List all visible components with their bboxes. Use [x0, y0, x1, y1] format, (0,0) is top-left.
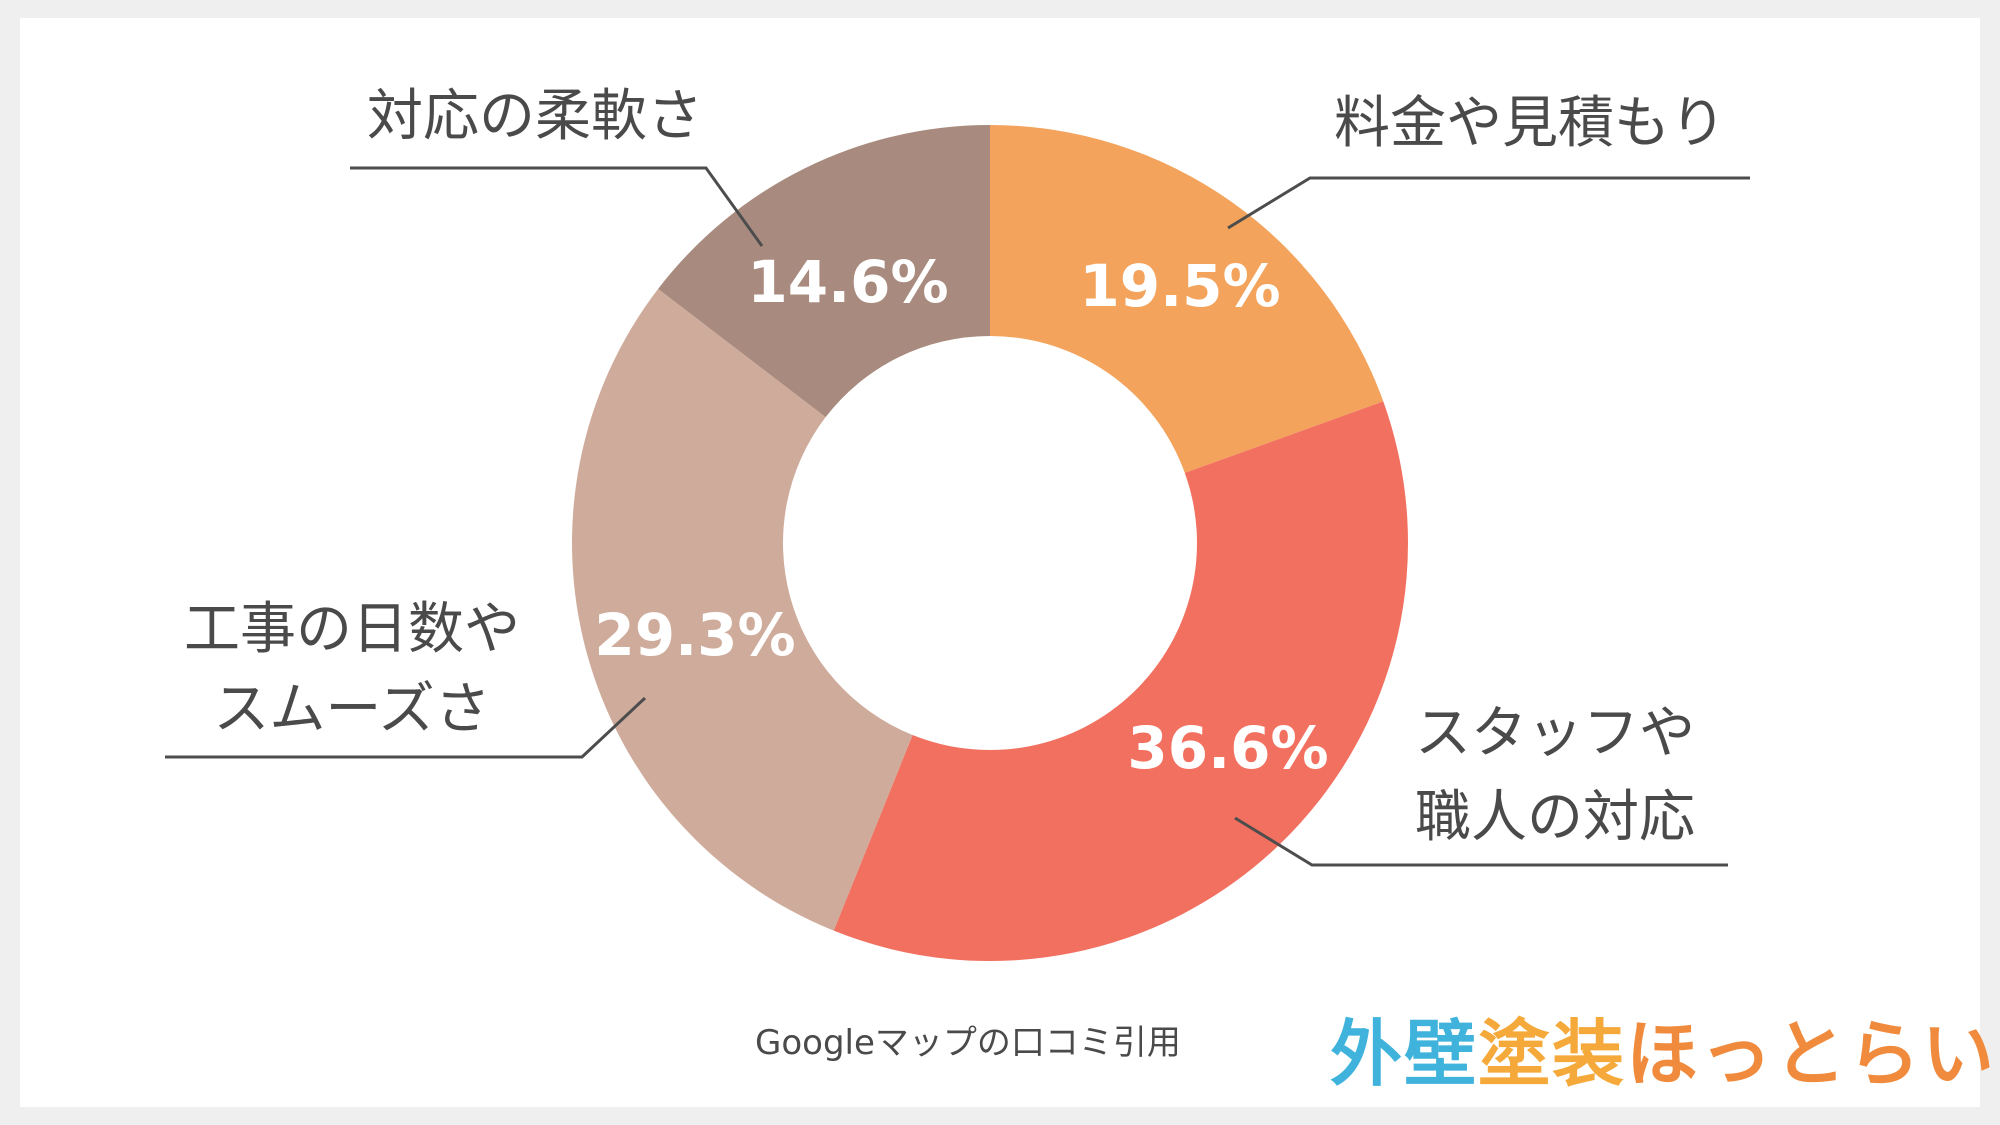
category-label-koji-line2: スムーズさ — [213, 677, 490, 742]
category-label-ryokin: 料金や見積もり — [1334, 91, 1726, 156]
source-note: Googleマップの口コミ引用 — [755, 1023, 1181, 1063]
value-label-staff: 36.6% — [1127, 714, 1328, 782]
slice-koji — [572, 288, 913, 931]
leader-line-koji — [165, 696, 647, 759]
leader-line-ryokin — [1227, 176, 1750, 230]
slice-staff — [833, 401, 1408, 961]
category-label-koji-line1: 工事の日数や — [184, 597, 520, 662]
category-label-staff-line2: 職人の対応 — [1415, 785, 1695, 850]
logo-text-part3: ほっとらいん — [1626, 1012, 2000, 1096]
value-label-ryokin: 19.5% — [1079, 252, 1280, 320]
leader-line-staff — [1234, 816, 1728, 867]
brand-logo: 外壁塗装ほっとらいん — [1330, 995, 2000, 1100]
leader-line-taio — [350, 166, 764, 247]
logo-text-part2: 塗装 — [1478, 1012, 1627, 1096]
slice-ryokin — [990, 125, 1384, 473]
slice-taio — [658, 125, 990, 418]
category-label-taio: 対応の柔軟さ — [367, 84, 703, 149]
logo-text-part1: 外壁 — [1330, 1012, 1479, 1096]
value-label-taio: 14.6% — [747, 248, 948, 316]
category-label-staff-line1: スタッフや — [1415, 701, 1695, 766]
value-label-koji: 29.3% — [594, 601, 795, 669]
